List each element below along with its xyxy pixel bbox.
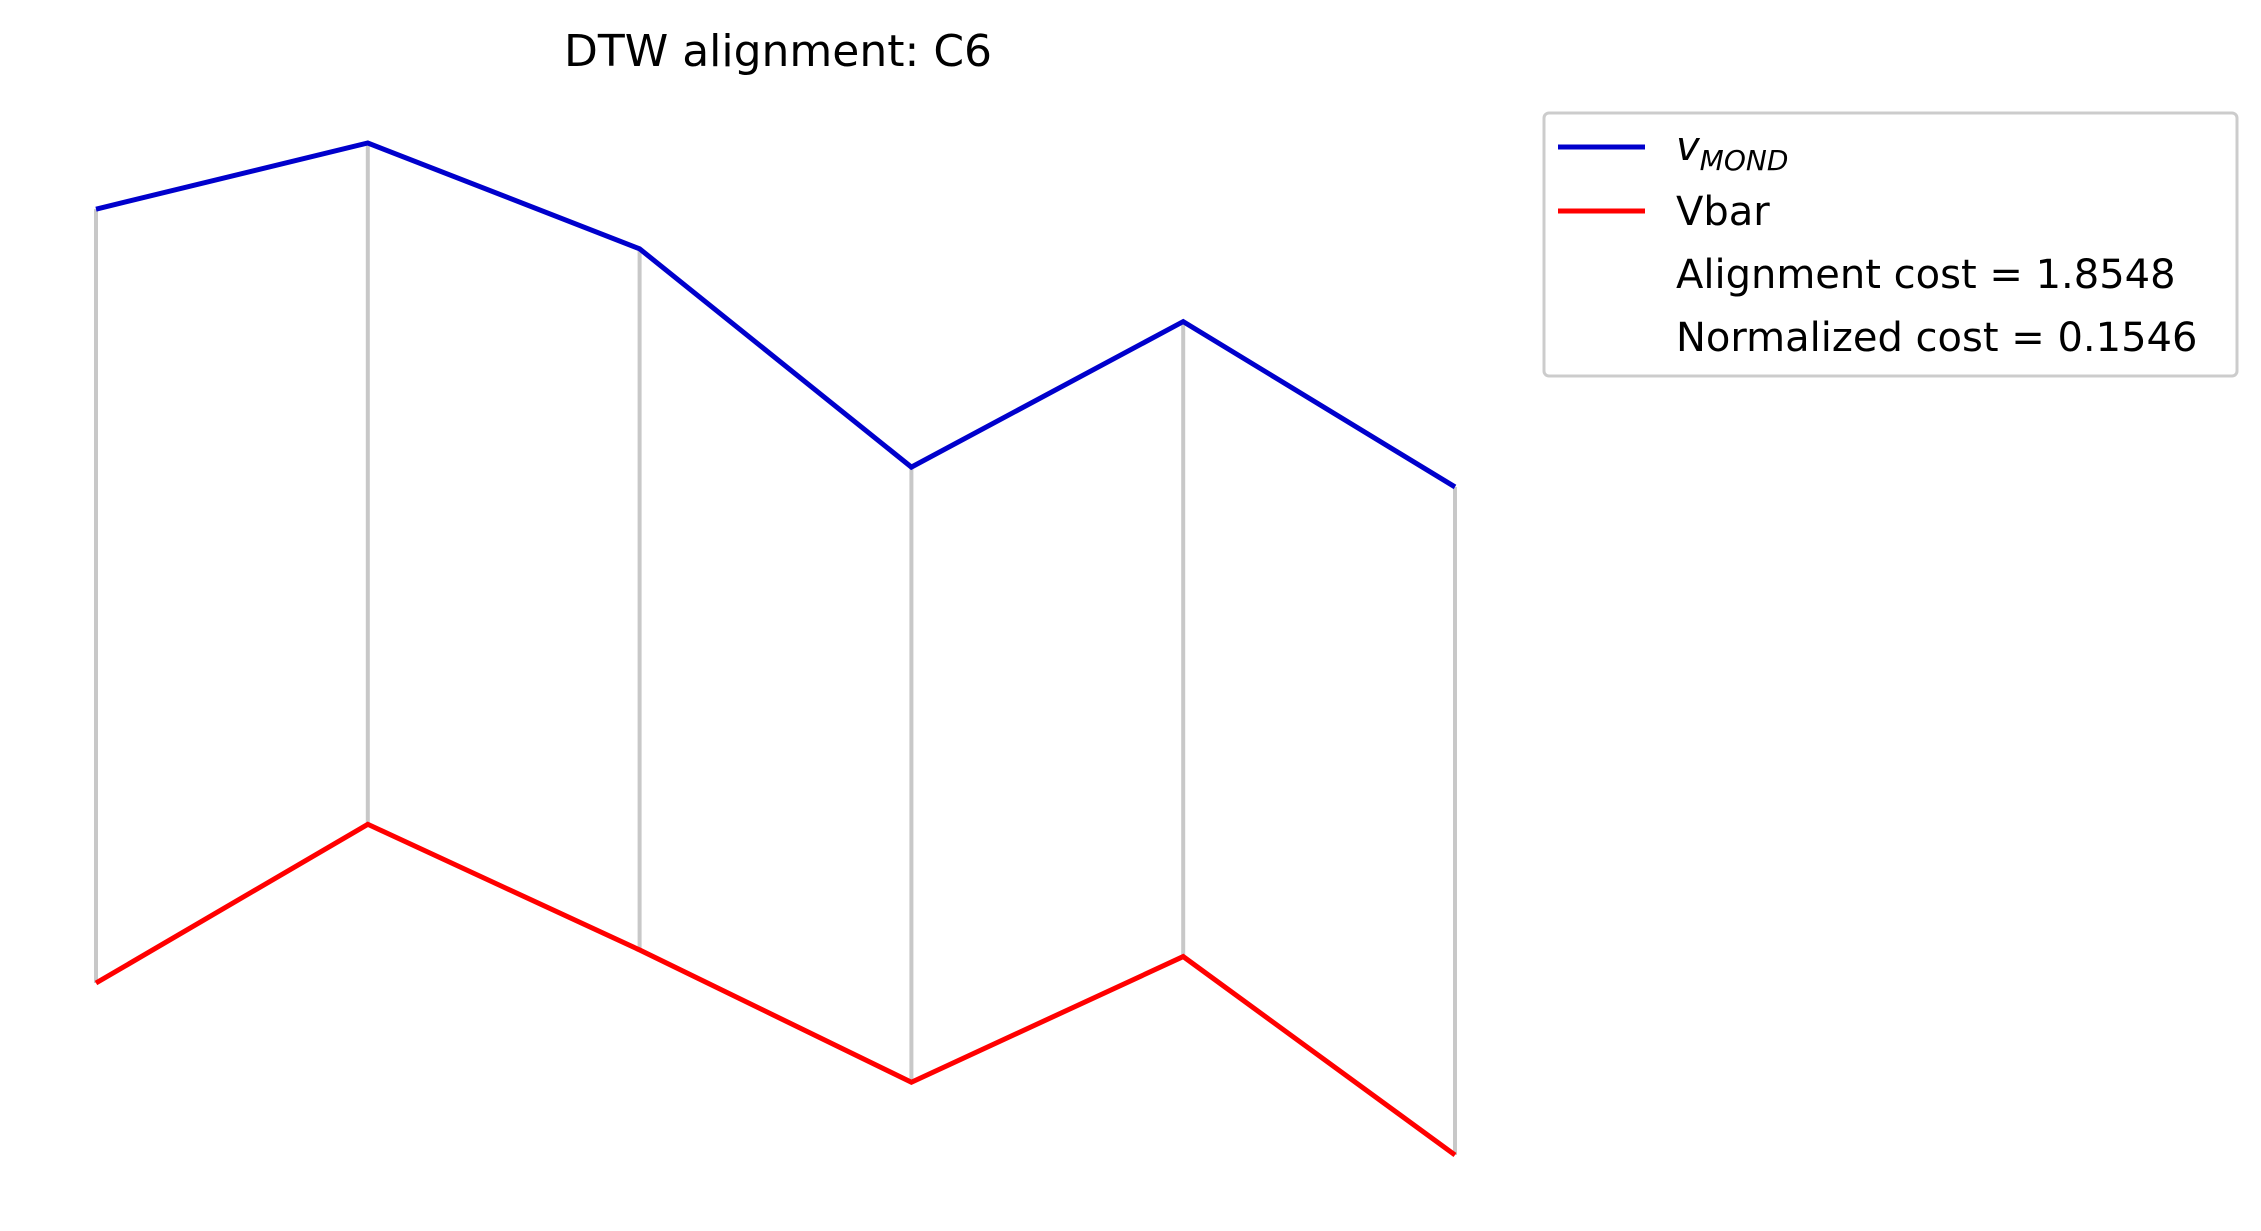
chart-title: DTW alignment: C6 — [564, 26, 992, 77]
alignment-lines-group — [94, 143, 1457, 1155]
legend-label-v-mond: vMOND — [1676, 124, 1788, 177]
legend: vMOND Vbar Alignment cost = 1.8548 Norma… — [1542, 111, 2239, 378]
series-line-vbar — [94, 821, 1457, 1158]
legend-label-v-mond-main: v — [1676, 124, 1701, 170]
legend-frame — [1542, 111, 2239, 378]
legend-label-v-mond-sub: MOND — [1700, 144, 1789, 177]
alignment-cost-annotation: Alignment cost = 1.8548 — [1676, 252, 2176, 298]
series-line-v-mond — [95, 140, 1457, 490]
normalized-cost-annotation: Normalized cost = 0.1546 — [1676, 315, 2197, 361]
series-lines-group — [94, 140, 1457, 1158]
legend-label-vbar: Vbar — [1676, 189, 1770, 235]
